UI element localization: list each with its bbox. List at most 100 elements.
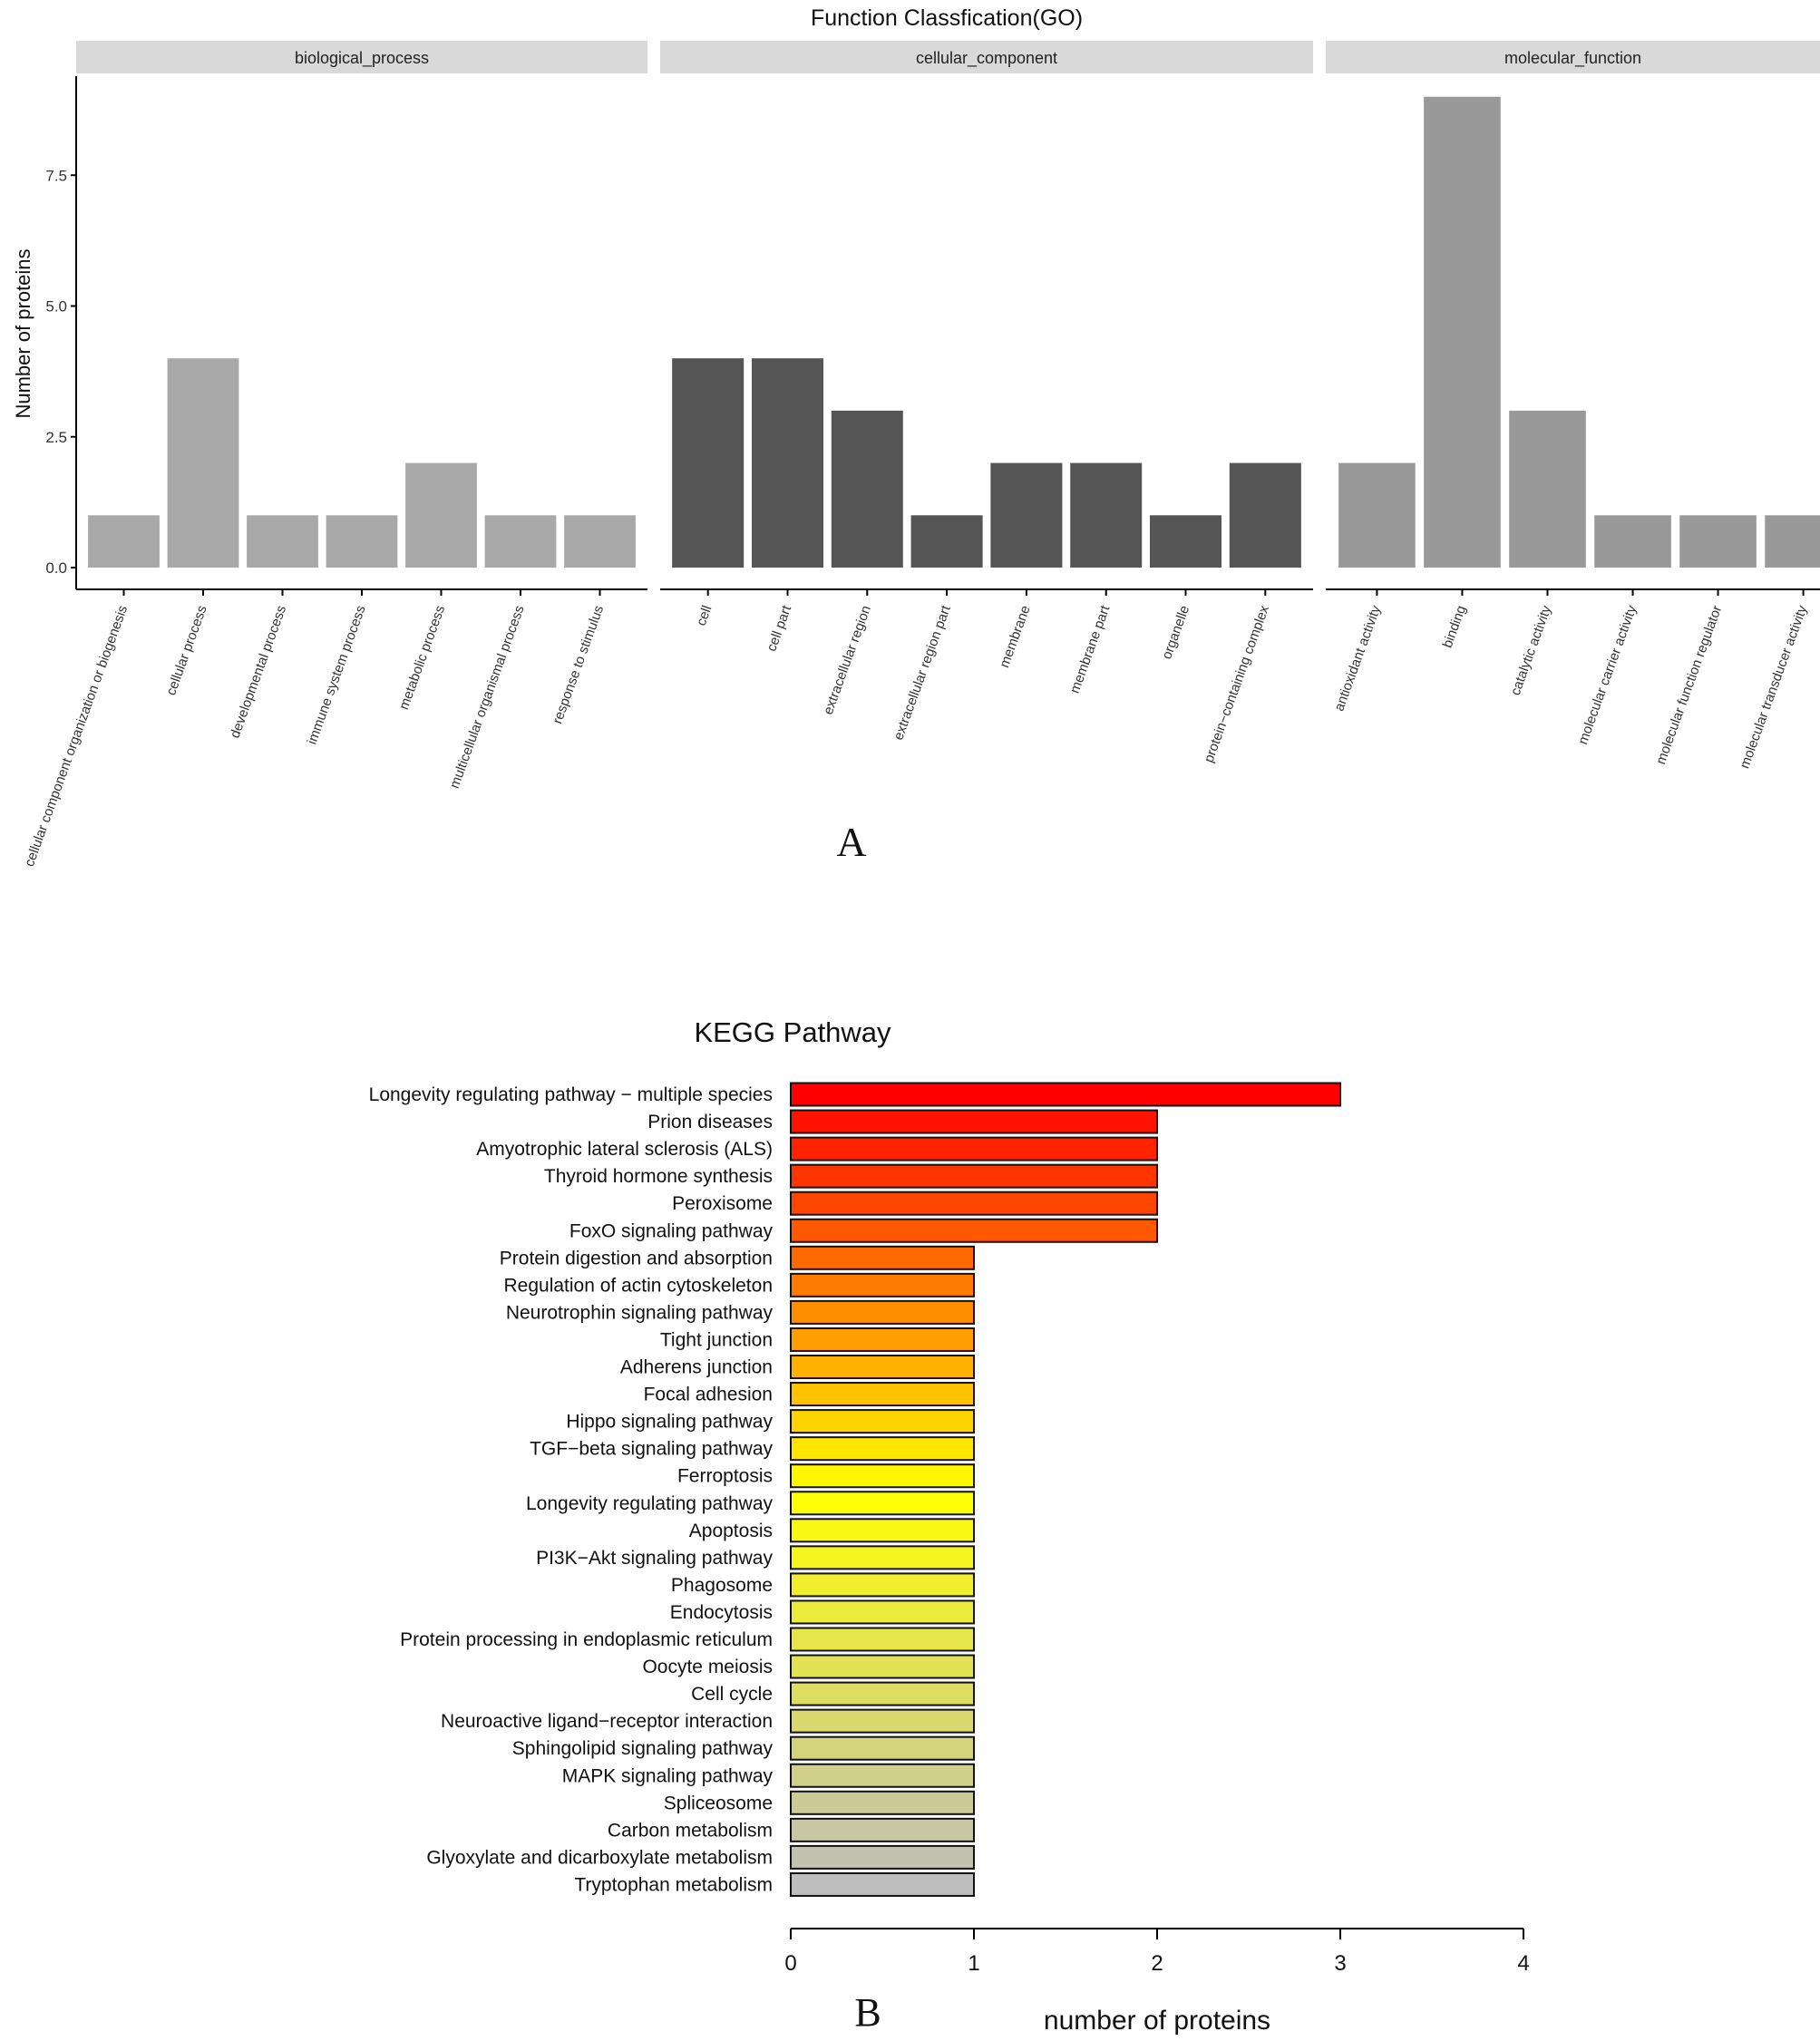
x-tick-label: developmental process: [228, 604, 290, 741]
kegg-bar: [790, 1790, 975, 1815]
panel-label-a: A: [836, 819, 866, 865]
kegg-category-label: Neurotrophin signaling pathway: [506, 1302, 774, 1323]
kegg-bar: [790, 1844, 975, 1870]
facet-strip-label: molecular_function: [1504, 49, 1641, 68]
x-tick-label: multicellular organismal process: [447, 604, 528, 791]
bar-cellular_component: [672, 358, 745, 568]
x-tick-label: cellular component organization or bioge…: [22, 604, 131, 870]
kegg-category-label: Neuroactive ligand−receptor interaction: [441, 1711, 773, 1732]
bar-molecular_function: [1765, 515, 1820, 568]
kegg-bar: [790, 1735, 975, 1761]
kegg-bar: [790, 1191, 1158, 1216]
kegg-bar: [790, 1272, 975, 1297]
kegg-category-label: Peroxisome: [672, 1193, 773, 1214]
panel-label-b: B: [854, 1990, 881, 2035]
kegg-category-label: FoxO signaling pathway: [569, 1220, 774, 1241]
kegg-bar: [790, 1491, 975, 1516]
kegg-category-label: Spliceosome: [664, 1793, 773, 1813]
kegg-bar: [790, 1518, 975, 1543]
kegg-bar: [790, 1409, 975, 1434]
bar-biological_process: [326, 515, 398, 568]
kegg-bar: [790, 1599, 975, 1625]
kegg-category-label: Ferroptosis: [677, 1466, 773, 1487]
kegg-bar: [790, 1109, 1158, 1134]
kegg-category-label: Hippo signaling pathway: [566, 1412, 773, 1433]
kegg-x-tick-label: 2: [1151, 1951, 1163, 1976]
y-tick-label: 5.0: [45, 298, 67, 316]
x-tick-label: cellular process: [163, 604, 210, 698]
kegg-bar: [790, 1218, 1158, 1243]
y-tick-label: 0.0: [45, 559, 67, 577]
kegg-category-label: MAPK signaling pathway: [562, 1765, 774, 1786]
x-tick-label: molecular transducer activity: [1737, 603, 1810, 771]
kegg-x-tick-label: 4: [1517, 1951, 1529, 1976]
kegg-x-axis-title: number of proteins: [1044, 2006, 1270, 2036]
y-axis-title: Number of proteins: [12, 248, 34, 418]
kegg-bar: [790, 1572, 975, 1598]
bar-biological_process: [167, 358, 239, 568]
bar-cellular_component: [910, 515, 983, 568]
kegg-category-label: Protein digestion and absorption: [500, 1248, 773, 1268]
bar-cellular_component: [1150, 515, 1222, 568]
x-tick-label: binding: [1440, 604, 1470, 650]
kegg-category-label: Cell cycle: [691, 1684, 773, 1705]
bar-molecular_function: [1424, 96, 1501, 568]
kegg-category-label: Apoptosis: [689, 1521, 773, 1541]
kegg-bar: [790, 1082, 1341, 1107]
kegg-bar: [790, 1136, 1158, 1161]
facet-strip: [1326, 41, 1820, 73]
facet-strip-label: biological_process: [295, 49, 429, 68]
kegg-category-label: Oocyte meiosis: [642, 1657, 773, 1677]
bar-biological_process: [247, 515, 318, 568]
kegg-category-label: TGF−beta signaling pathway: [530, 1439, 773, 1460]
x-tick-label: metabolic process: [396, 604, 448, 712]
x-tick-label: immune system process: [304, 604, 368, 747]
x-tick-label: membrane part: [1067, 603, 1114, 695]
kegg-category-label: Longevity regulating pathway: [526, 1493, 774, 1514]
kegg-bar: [790, 1545, 975, 1570]
x-tick-label: membrane: [997, 604, 1033, 670]
kegg-category-label: Tryptophan metabolism: [574, 1874, 773, 1895]
bar-cellular_component: [1229, 462, 1301, 568]
kegg-bar: [790, 1327, 975, 1352]
bar-cellular_component: [1070, 462, 1143, 568]
kegg-bar: [790, 1163, 1158, 1189]
kegg-category-label: Phagosome: [671, 1575, 773, 1596]
bar-molecular_function: [1594, 515, 1671, 568]
bar-biological_process: [484, 515, 557, 568]
bar-molecular_function: [1338, 462, 1416, 568]
bar-molecular_function: [1509, 410, 1586, 568]
x-tick-label: cell part: [764, 603, 794, 654]
kegg-bar: [790, 1299, 975, 1325]
kegg-category-label: Endocytosis: [670, 1602, 773, 1623]
x-tick-label: extracellular region part: [891, 603, 954, 743]
kegg-bar: [790, 1763, 975, 1788]
kegg-category-label: Carbon metabolism: [608, 1820, 773, 1841]
kegg-bar: [790, 1681, 975, 1706]
kegg-category-label: Glyoxylate and dicarboxylate metabolism: [426, 1847, 773, 1868]
kegg-title: KEGG Pathway: [694, 1016, 891, 1048]
x-tick-label: antioxidant activity: [1331, 603, 1384, 713]
x-tick-label: organelle: [1159, 604, 1192, 662]
kegg-category-label: Thyroid hormone synthesis: [544, 1166, 773, 1187]
kegg-bar: [790, 1708, 975, 1734]
kegg-category-label: Adherens junction: [620, 1357, 773, 1378]
kegg-bar: [790, 1382, 975, 1407]
bar-biological_process: [88, 515, 160, 568]
kegg-bar: [790, 1355, 975, 1379]
x-tick-label: molecular function regulator: [1653, 604, 1725, 767]
y-tick-label: 7.5: [45, 167, 67, 184]
x-tick-label: molecular carrier activity: [1575, 603, 1640, 746]
kegg-category-label: Regulation of actin cytoskeleton: [503, 1275, 773, 1296]
kegg-category-label: Prion diseases: [647, 1112, 773, 1132]
x-tick-label: cell: [694, 604, 715, 628]
kegg-bar: [790, 1436, 975, 1462]
kegg-x-tick-label: 3: [1334, 1951, 1346, 1976]
kegg-bar: [790, 1817, 975, 1842]
bar-biological_process: [405, 462, 477, 568]
go-title: Function Classfication(GO): [811, 5, 1083, 31]
kegg-category-label: Tight junction: [660, 1329, 773, 1350]
kegg-category-label: Focal adhesion: [644, 1385, 773, 1405]
kegg-bar: [790, 1627, 975, 1652]
